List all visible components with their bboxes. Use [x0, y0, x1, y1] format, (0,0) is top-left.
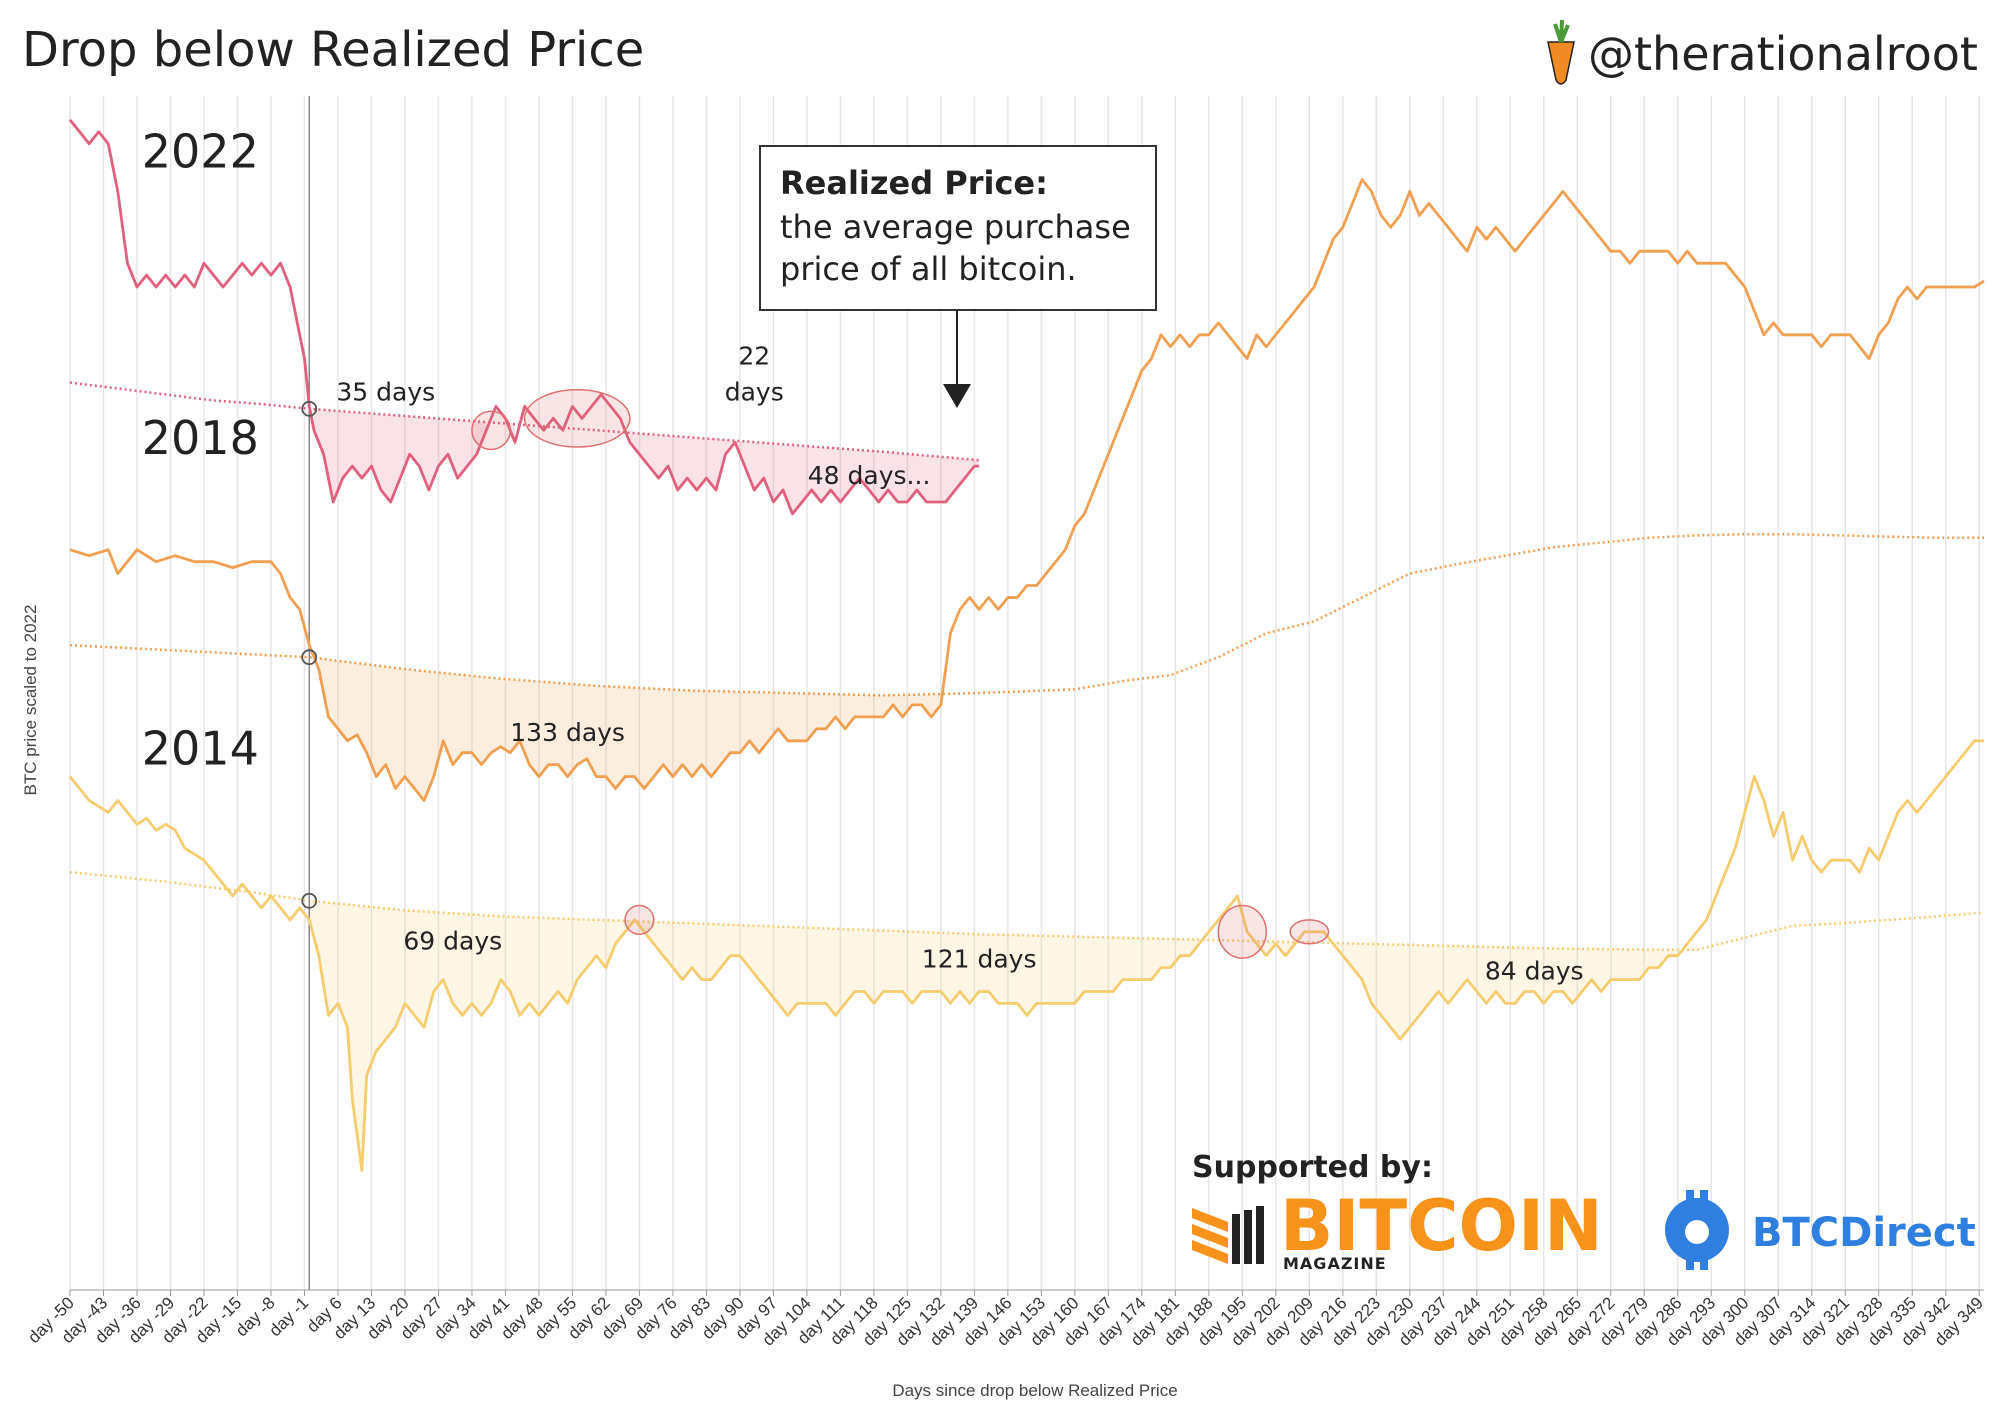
- bitcoin-magazine-sub: MAGAZINE: [1283, 1254, 1387, 1273]
- crossing-marker-2018: [301, 649, 318, 666]
- author-handle: @therationalroot: [1588, 27, 1978, 81]
- duration-annotation: 84 days: [1485, 957, 1584, 986]
- sponsors-block: Supported by: BITCOIN MAGAZINE: [1192, 1150, 1976, 1273]
- price-line-2018: [69, 178, 1985, 802]
- realized-price-callout: Realized Price: the average purchase pri…: [759, 145, 1157, 408]
- price-lines: [68, 96, 1985, 1290]
- gridlines: [69, 96, 1980, 1290]
- highlight-ellipse: [523, 388, 631, 448]
- year-label-2022: 2022: [142, 125, 259, 179]
- highlight-ellipse: [1217, 904, 1267, 959]
- btc-direct-icon: [1665, 1190, 1729, 1270]
- highlight-ellipse: [1289, 919, 1330, 945]
- year-label-2014: 2014: [142, 722, 259, 776]
- chart-title: Drop below Realized Price: [22, 22, 644, 78]
- callout-line-1: the average purchase: [780, 208, 1131, 246]
- bitcoin-magazine-logo: BITCOIN MAGAZINE: [1192, 1185, 1603, 1273]
- callout-arrow-head: [943, 384, 971, 408]
- duration-annotation: 69 days: [403, 927, 502, 956]
- duration-annotation: 133 days: [510, 718, 625, 747]
- realized-line-2022: [69, 381, 980, 462]
- x-axis-title: Days since drop below Realized Price: [892, 1381, 1177, 1400]
- crossing-marker-2022: [301, 400, 318, 417]
- annotations: 2022 2018 2014 35 days 22 days 48 days... 133 d…: [142, 125, 1584, 986]
- highlight-ellipse: [624, 904, 655, 935]
- fill-2014: [309, 900, 1678, 1171]
- realized-price-lines: [69, 381, 1985, 951]
- sponsors-heading: Supported by:: [1192, 1150, 1433, 1185]
- bitcoin-magazine-word: BITCOIN: [1280, 1185, 1603, 1267]
- highlight-circles: [301, 388, 1330, 959]
- area-fills: [309, 409, 1678, 1171]
- price-line-2014: [68, 739, 1984, 1172]
- duration-annotation: days: [725, 377, 784, 406]
- y-axis-title: BTC price scaled to 2022: [21, 605, 40, 796]
- highlight-ellipse: [471, 410, 511, 451]
- btc-direct-logo: BTCDirect: [1665, 1190, 1976, 1270]
- callout-line-2: price of all bitcoin.: [780, 250, 1077, 288]
- crossing-marker-2014: [301, 892, 318, 909]
- btc-direct-word: BTCDirect: [1752, 1210, 1976, 1256]
- duration-annotation: 35 days: [336, 377, 435, 406]
- duration-annotation: 48 days...: [808, 461, 931, 490]
- duration-annotation: 121 days: [922, 945, 1037, 974]
- year-label-2018: 2018: [142, 411, 259, 465]
- carrot-icon: [1547, 19, 1575, 85]
- x-tick-label: day -1: [265, 1293, 312, 1340]
- fill-2018: [318, 658, 941, 801]
- callout-title: Realized Price:: [780, 164, 1048, 202]
- duration-annotation: 22: [738, 342, 770, 371]
- price-line-2022: [68, 119, 980, 516]
- bitcoin-magazine-icon: [1192, 1206, 1264, 1264]
